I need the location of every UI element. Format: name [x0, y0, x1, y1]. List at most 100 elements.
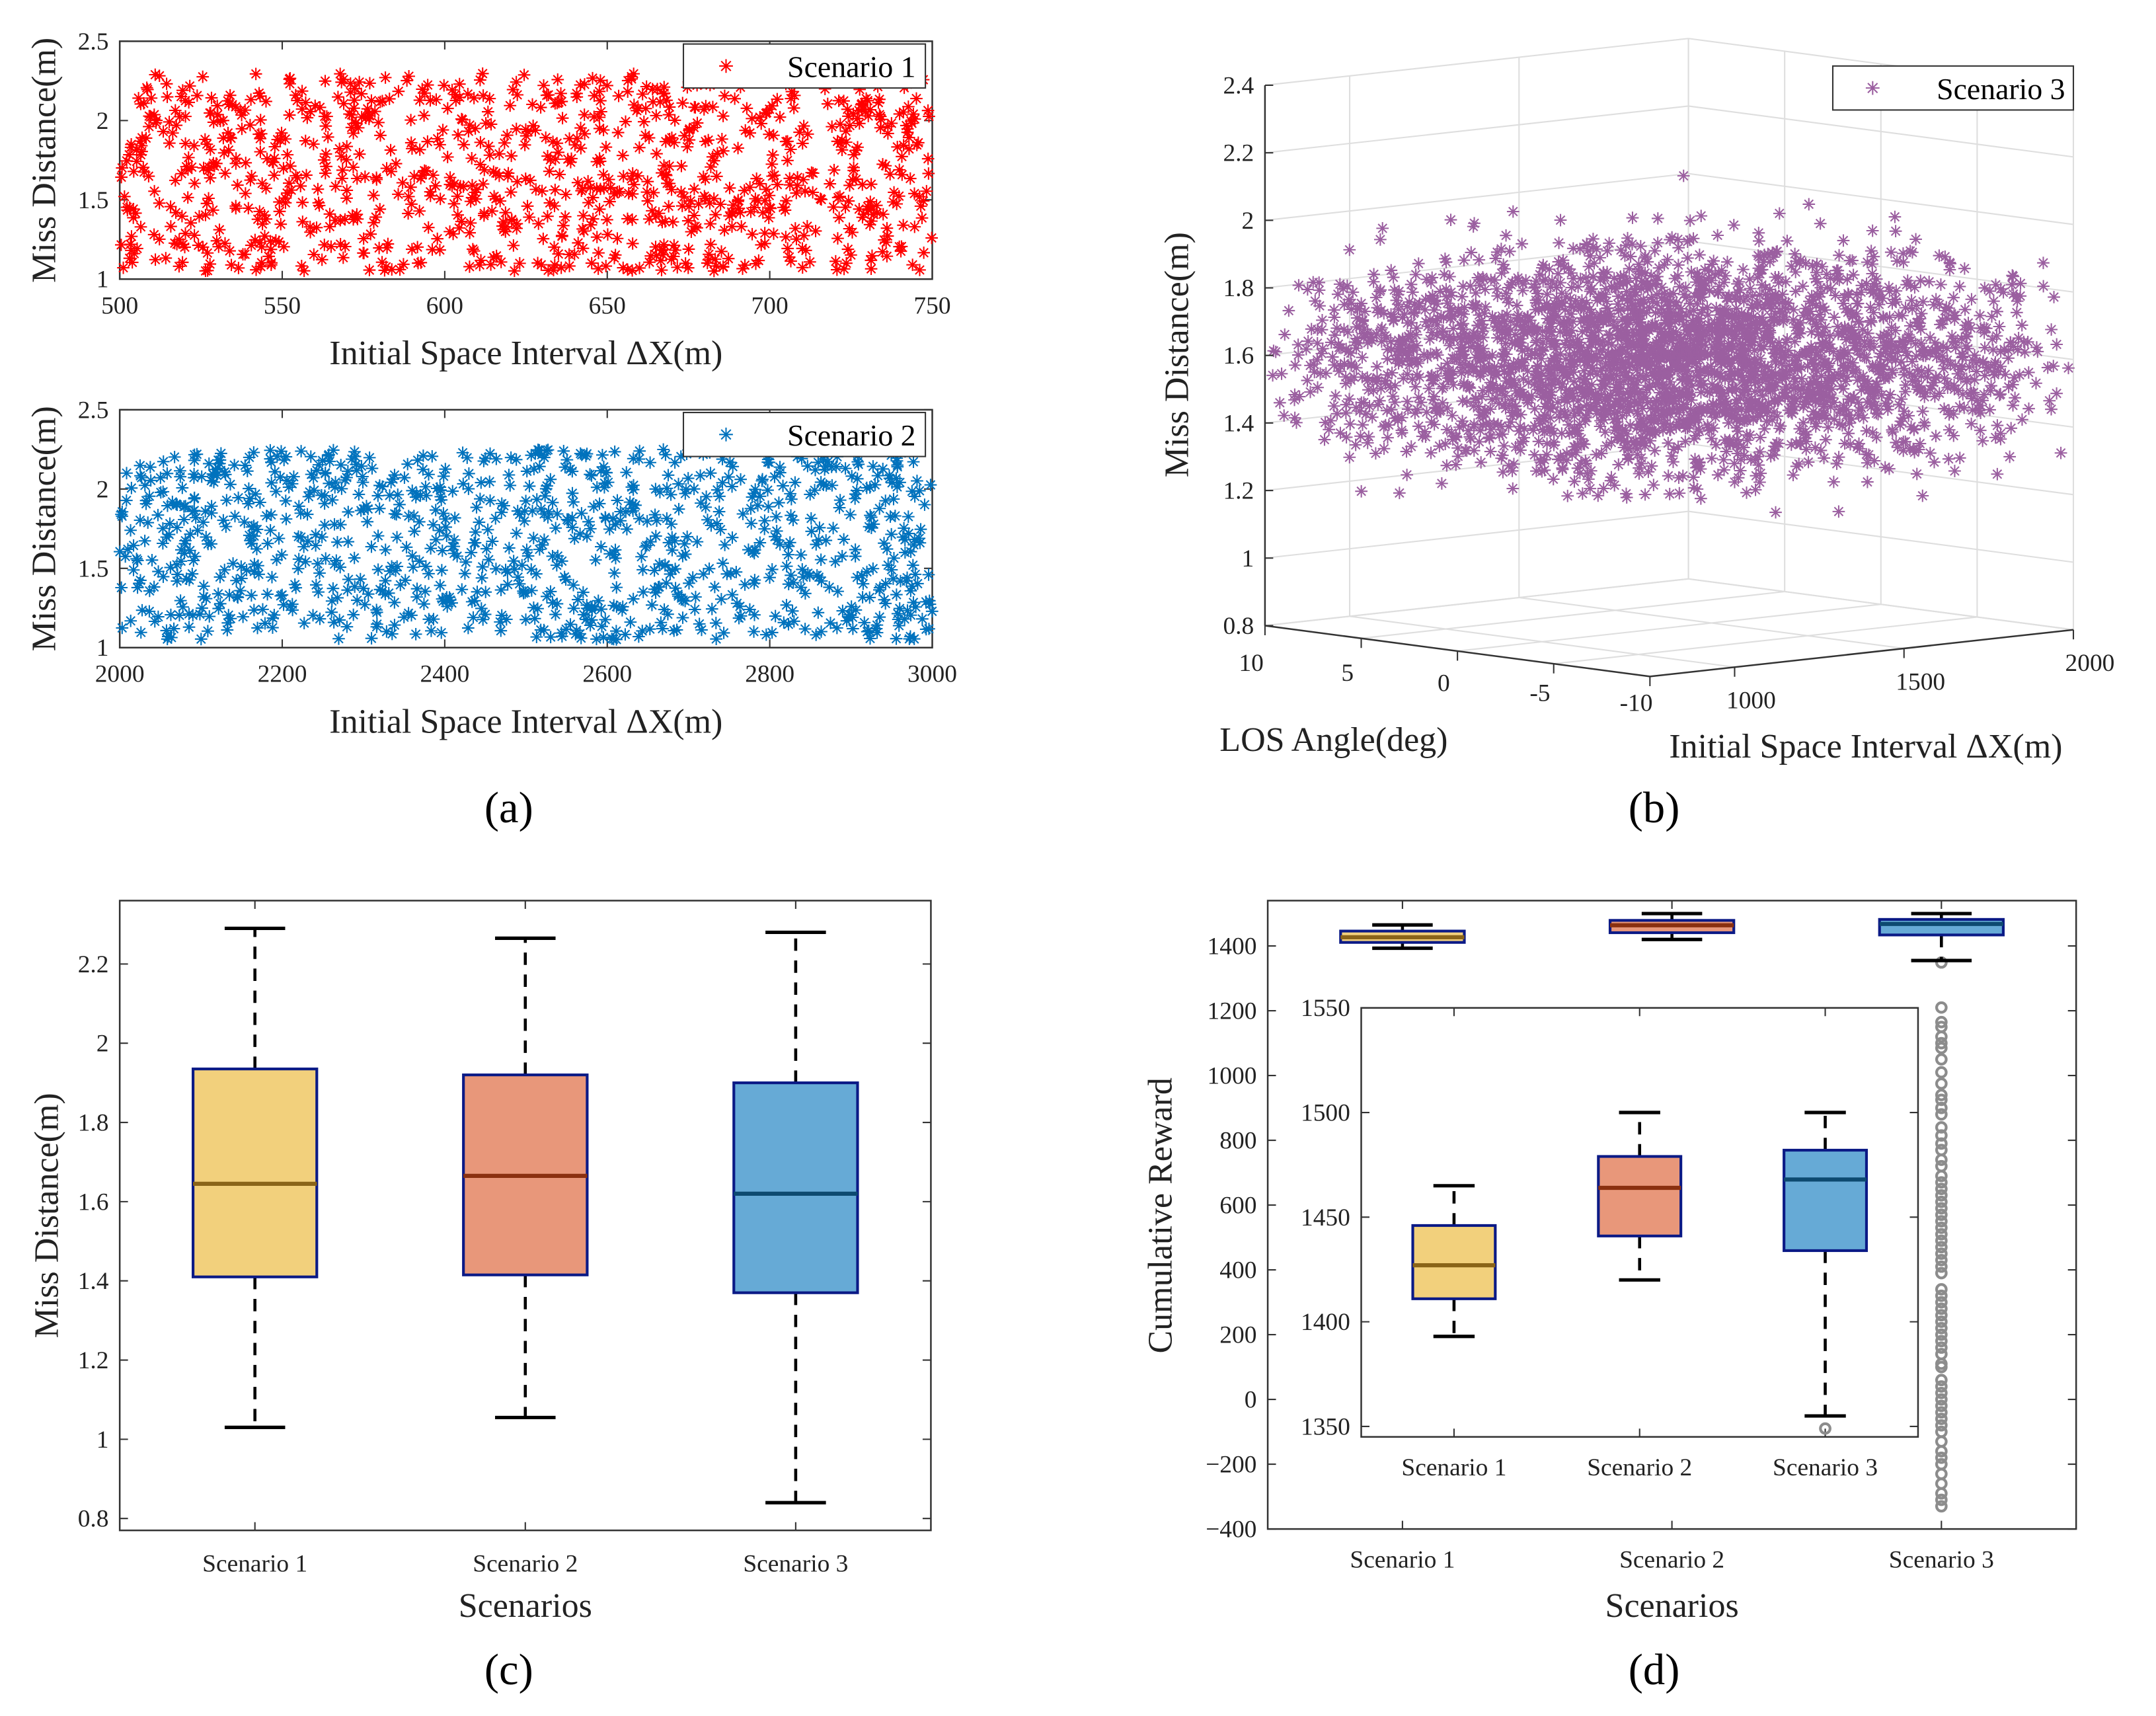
- scatter-point: [188, 139, 200, 152]
- scatter-point: [413, 555, 426, 568]
- scatter-point: [901, 571, 913, 584]
- scatter-point: [205, 500, 218, 513]
- scatter-point: [845, 249, 857, 262]
- scatter-point: [718, 539, 731, 551]
- scatter-point: [383, 489, 396, 502]
- scatter-point: [1502, 296, 1516, 309]
- scatter-point: [728, 92, 741, 105]
- scatter-point: [1773, 336, 1785, 349]
- scatter-point: [1571, 438, 1584, 451]
- scatter-point: [844, 508, 857, 521]
- scatter-point: [795, 452, 808, 465]
- scatter-point: [1315, 347, 1328, 360]
- scatter-point: [240, 564, 253, 576]
- scatter-point: [704, 217, 717, 230]
- scatter-point: [1707, 422, 1720, 435]
- scatter-point: [274, 471, 287, 484]
- scatter-point: [1738, 384, 1752, 397]
- scatter-point: [365, 632, 378, 645]
- scatter-point: [373, 479, 386, 492]
- scatter-point: [833, 118, 847, 131]
- scatter-point: [588, 89, 601, 102]
- scatter-point: [1646, 295, 1659, 308]
- scatter-point: [839, 125, 853, 137]
- scatter-point: [413, 94, 426, 106]
- scatter-point: [1695, 210, 1708, 222]
- scatter-point: [1993, 389, 2006, 402]
- scatter-point: [1599, 288, 1612, 301]
- scatter-point: [1658, 258, 1671, 271]
- scatter-point: [1703, 318, 1716, 331]
- scatter-point: [856, 591, 869, 604]
- scatter-point: [759, 628, 773, 641]
- scatter-point: [849, 488, 862, 500]
- scatter-point: [1628, 283, 1641, 296]
- scatter-point: [1956, 360, 1969, 373]
- scatter-point: [323, 220, 336, 233]
- scatter-point: [1641, 396, 1654, 409]
- scatter-point: [1574, 467, 1586, 479]
- scatter-point: [574, 631, 588, 644]
- scatter-point: [1905, 420, 1917, 433]
- scatter-point: [626, 237, 639, 250]
- scatter-point: [467, 245, 481, 257]
- scatter-point: [1968, 349, 1981, 362]
- scatter-point: [715, 245, 728, 258]
- scatter-point: [1600, 302, 1613, 315]
- scatter-point: [1547, 373, 1560, 386]
- scatter-point: [1426, 393, 1440, 406]
- scatter-point: [261, 537, 274, 550]
- scatter-point: [1574, 353, 1586, 366]
- scatter-point: [366, 462, 379, 475]
- scatter-point: [584, 468, 596, 481]
- scatter-point: [1864, 301, 1877, 314]
- scatter-point: [1910, 350, 1923, 363]
- scatter-point: [439, 463, 452, 476]
- scatter-point: [475, 254, 487, 267]
- scatter-point: [1598, 393, 1611, 406]
- scatter-point: [1536, 385, 1549, 398]
- scatter-point: [159, 252, 173, 264]
- scatter-point: [464, 195, 477, 208]
- scatter-point: [1977, 355, 1990, 368]
- scatter-point: [1730, 439, 1743, 451]
- scatter-point: [570, 132, 584, 145]
- scatter-point: [1395, 345, 1408, 358]
- scatter-point: [1904, 245, 1917, 258]
- scatter-point: [495, 506, 508, 519]
- scatter-point: [1672, 385, 1685, 399]
- scatter-point: [1484, 423, 1498, 436]
- scatter-point: [1311, 336, 1324, 350]
- scatter-point: [1617, 441, 1631, 454]
- scatter-point: [611, 494, 624, 507]
- scatter-point: [624, 615, 637, 629]
- scatter-point: [840, 256, 853, 270]
- scatter-point: [1622, 371, 1635, 384]
- scatter-point: [431, 132, 444, 145]
- scatter-point: [439, 512, 452, 526]
- scatter-point: [582, 175, 595, 188]
- scatter-point: [1978, 282, 1991, 294]
- scatter-point: [319, 147, 332, 161]
- scatter-point: [1730, 397, 1743, 410]
- scatter-point: [405, 198, 418, 211]
- x-tick-label: 550: [264, 292, 301, 319]
- scatter-point: [1644, 346, 1656, 360]
- scatter-point: [496, 219, 509, 233]
- scatter-point: [1521, 365, 1534, 377]
- scatter-point: [732, 611, 746, 625]
- scatter-point: [1766, 247, 1779, 259]
- scatter-point: [1691, 413, 1705, 426]
- scatter-point: [1562, 418, 1576, 432]
- scatter-point: [784, 487, 796, 500]
- scatter-point: [678, 537, 691, 551]
- scatter-point: [1949, 341, 1962, 354]
- scatter-point: [787, 576, 800, 589]
- scatter-point: [1288, 411, 1301, 424]
- scatter-point: [147, 228, 161, 241]
- scatter-point: [2002, 352, 2015, 365]
- scatter-point: [1963, 360, 1976, 373]
- scatter-point: [625, 73, 638, 85]
- scatter-point: [507, 239, 520, 252]
- scatter-point: [1972, 404, 1985, 417]
